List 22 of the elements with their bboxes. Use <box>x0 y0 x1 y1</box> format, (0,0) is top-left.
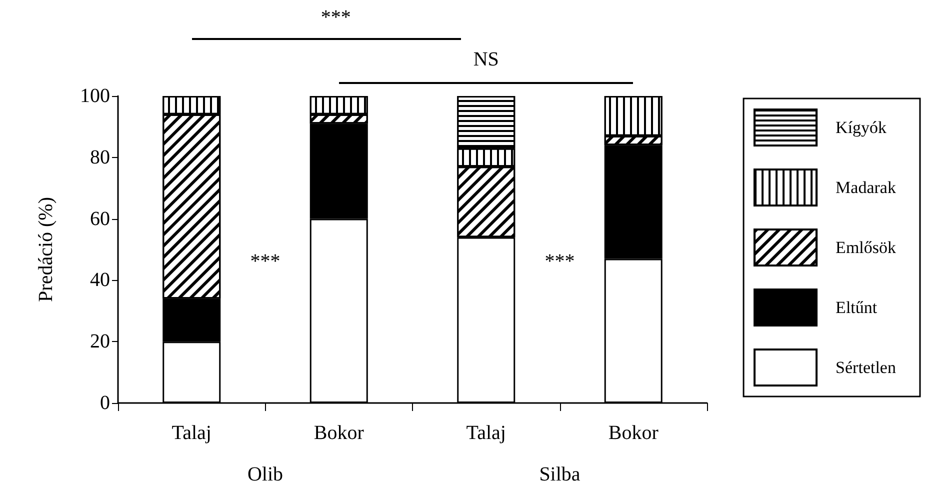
legend-label: Eltűnt <box>836 298 878 317</box>
y-tick-label: 0 <box>100 392 110 414</box>
x-tick-label: Talaj <box>172 422 212 444</box>
y-axis-title: Predáció (%) <box>35 197 57 302</box>
y-tick-label: 60 <box>90 208 110 230</box>
legend-label: Emlősök <box>836 238 896 257</box>
text: Silba <box>539 464 580 486</box>
annotation: *** <box>544 250 575 274</box>
y-tick-label: 40 <box>90 269 110 292</box>
legend-label: Kígyók <box>836 118 888 137</box>
legend-label: Madarak <box>836 178 896 197</box>
y-tick-label: 20 <box>90 330 110 353</box>
x-tick-label: Talaj <box>466 422 506 444</box>
x-tick-label: Bokor <box>608 422 659 444</box>
text: Olib <box>247 464 284 486</box>
text: *** <box>320 6 351 30</box>
y-tick-label: 100 <box>80 85 110 107</box>
x-tick-label: Bokor <box>314 422 364 444</box>
text: NS <box>473 48 499 72</box>
annotation: *** <box>250 250 280 274</box>
legend-label: Sértetlen <box>836 358 896 377</box>
y-tick-label: 80 <box>90 146 110 168</box>
